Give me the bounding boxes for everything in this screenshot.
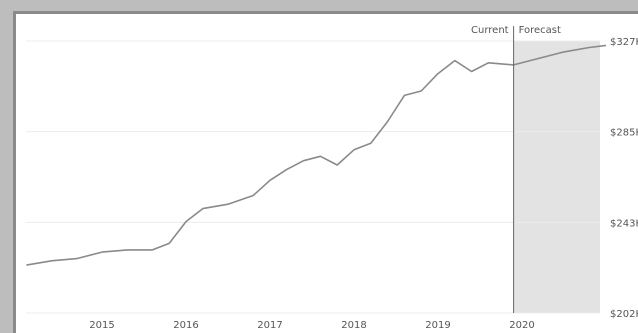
forecast-label: Forecast: [519, 25, 561, 36]
chart-panel: Current | Forecast $327K$285K$243K$202K …: [13, 11, 638, 333]
x-tick-label: 2017: [257, 320, 282, 331]
x-tick-label: 2016: [173, 320, 198, 331]
x-tick-label: 2018: [341, 320, 366, 331]
split-separator: |: [512, 25, 515, 36]
forecast-value-line: [513, 44, 607, 66]
y-tick-label: $327K: [610, 37, 638, 48]
historical-value-line: [26, 59, 514, 266]
y-tick-label: $243K: [610, 218, 638, 229]
home-value-chart: Current | Forecast $327K$285K$243K$202K …: [26, 25, 638, 331]
x-tick-label: 2015: [89, 320, 114, 331]
x-tick-label: 2020: [509, 320, 534, 331]
forecast-region: [513, 41, 600, 313]
x-tick-label: 2019: [425, 320, 450, 331]
y-tick-label: $202K: [610, 309, 638, 320]
y-tick-label: $285K: [610, 128, 638, 139]
current-label: Current: [471, 25, 509, 36]
